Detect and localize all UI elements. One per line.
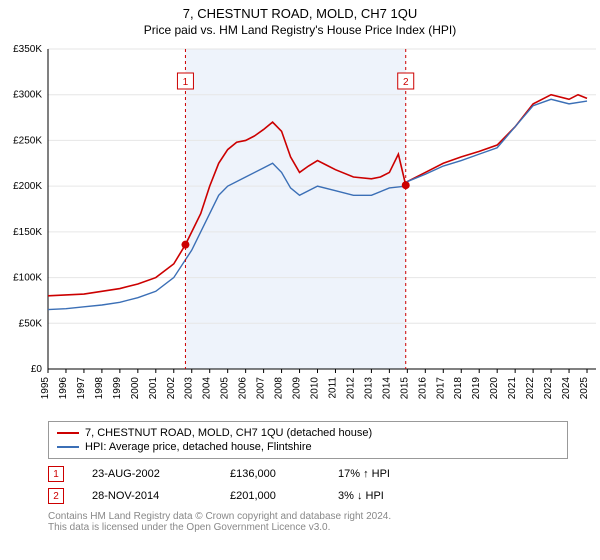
- svg-text:£200K: £200K: [13, 181, 42, 192]
- svg-text:1995: 1995: [40, 377, 51, 400]
- svg-text:£0: £0: [31, 364, 43, 375]
- sale-date: 28-NOV-2014: [92, 490, 202, 502]
- svg-text:2003: 2003: [184, 377, 195, 400]
- chart-svg: £0 £50K £100K £150K £200K £250K £300K £350K 1995…: [0, 41, 600, 415]
- footer-line-1: Contains HM Land Registry data © Crown c…: [48, 511, 568, 522]
- svg-text:2012: 2012: [345, 377, 356, 400]
- sale-date: 23-AUG-2002: [92, 468, 202, 480]
- svg-text:2021: 2021: [507, 377, 518, 400]
- legend-label: HPI: Average price, detached house, Flin…: [85, 441, 312, 453]
- svg-text:2022: 2022: [525, 377, 536, 400]
- svg-text:1999: 1999: [112, 377, 123, 400]
- svg-text:2009: 2009: [292, 377, 303, 400]
- svg-text:£150K: £150K: [13, 227, 42, 238]
- svg-text:2001: 2001: [148, 377, 159, 400]
- svg-text:2017: 2017: [435, 377, 446, 400]
- svg-text:2023: 2023: [543, 377, 554, 400]
- svg-text:2011: 2011: [327, 377, 338, 399]
- svg-text:2025: 2025: [579, 377, 590, 400]
- sales-table: 1 23-AUG-2002 £136,000 17% ↑ HPI 2 28-NOV-201…: [48, 463, 568, 507]
- svg-text:2024: 2024: [561, 377, 572, 400]
- legend: 7, CHESTNUT ROAD, MOLD, CH7 1QU (detache…: [48, 421, 568, 459]
- svg-text:2004: 2004: [202, 377, 213, 400]
- svg-text:2008: 2008: [274, 377, 285, 400]
- svg-text:2015: 2015: [399, 377, 410, 400]
- sale-marker: 2: [48, 488, 64, 504]
- svg-text:2019: 2019: [471, 377, 482, 400]
- legend-swatch: [57, 446, 79, 448]
- legend-item: 7, CHESTNUT ROAD, MOLD, CH7 1QU (detache…: [57, 426, 559, 440]
- legend-item: HPI: Average price, detached house, Flin…: [57, 440, 559, 454]
- svg-text:2020: 2020: [489, 377, 500, 400]
- svg-text:1998: 1998: [94, 377, 105, 400]
- svg-text:2006: 2006: [238, 377, 249, 400]
- svg-text:£50K: £50K: [19, 318, 43, 329]
- sale-price: £136,000: [230, 468, 310, 480]
- sale-row: 1 23-AUG-2002 £136,000 17% ↑ HPI: [48, 463, 568, 485]
- svg-text:2013: 2013: [363, 377, 374, 400]
- svg-text:2: 2: [403, 77, 409, 88]
- page-title: 7, CHESTNUT ROAD, MOLD, CH7 1QU: [0, 0, 600, 21]
- svg-text:2014: 2014: [381, 377, 392, 400]
- sale-row: 2 28-NOV-2014 £201,000 3% ↓ HPI: [48, 485, 568, 507]
- footer-line-2: This data is licensed under the Open Gov…: [48, 522, 568, 533]
- sale-marker: 1: [48, 466, 64, 482]
- sale-hpi: 3% ↓ HPI: [338, 490, 428, 502]
- svg-text:1: 1: [183, 77, 189, 88]
- svg-text:2016: 2016: [417, 377, 428, 400]
- footer: Contains HM Land Registry data © Crown c…: [48, 511, 568, 533]
- svg-text:2010: 2010: [310, 377, 321, 400]
- svg-text:2002: 2002: [166, 377, 177, 400]
- sale-price: £201,000: [230, 490, 310, 502]
- legend-label: 7, CHESTNUT ROAD, MOLD, CH7 1QU (detache…: [85, 427, 372, 439]
- svg-text:2007: 2007: [256, 377, 267, 400]
- svg-text:2000: 2000: [130, 377, 141, 400]
- svg-text:£100K: £100K: [13, 273, 42, 284]
- sale-hpi: 17% ↑ HPI: [338, 468, 428, 480]
- legend-swatch: [57, 432, 79, 434]
- chart: £0 £50K £100K £150K £200K £250K £300K £350K 1995…: [0, 41, 600, 415]
- svg-text:£300K: £300K: [13, 90, 42, 101]
- svg-text:£350K: £350K: [13, 44, 42, 55]
- svg-text:1996: 1996: [58, 377, 69, 400]
- svg-text:£250K: £250K: [13, 135, 42, 146]
- svg-text:2018: 2018: [453, 377, 464, 400]
- page-subtitle: Price paid vs. HM Land Registry's House …: [0, 21, 600, 41]
- svg-text:2005: 2005: [220, 377, 231, 400]
- svg-text:1997: 1997: [76, 377, 87, 400]
